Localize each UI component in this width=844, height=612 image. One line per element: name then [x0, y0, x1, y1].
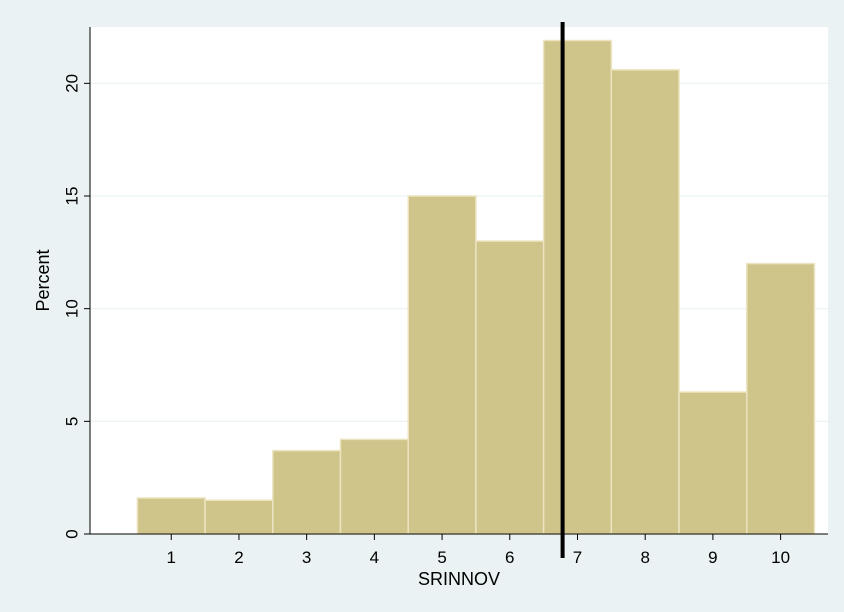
x-tick-label: 5 — [437, 548, 446, 567]
y-tick-label: 10 — [62, 299, 81, 318]
x-tick-label: 3 — [302, 548, 311, 567]
x-tick-label: 6 — [505, 548, 514, 567]
y-tick-label: 0 — [62, 529, 81, 538]
x-tick-label: 8 — [640, 548, 649, 567]
axes — [89, 27, 828, 535]
histogram-bar — [136, 497, 206, 535]
histogram-bar — [272, 449, 342, 535]
x-tick-labels: 1 2 3 4 5 6 7 8 9 10 — [167, 534, 790, 567]
y-axis-title: Percent — [33, 249, 53, 311]
x-tick-label: 2 — [234, 548, 243, 567]
x-tick-label: 9 — [708, 548, 717, 567]
y-tick-label: 20 — [62, 74, 81, 93]
y-tick-label: 5 — [62, 417, 81, 426]
histogram-bar — [542, 39, 613, 535]
histogram-bar — [407, 195, 477, 535]
bars — [136, 39, 816, 535]
x-tick-label: 7 — [573, 548, 582, 567]
y-tick-label: 15 — [62, 187, 81, 206]
x-axis-title: SRINNOV — [418, 569, 500, 589]
histogram-bar — [610, 69, 680, 535]
histogram-bar — [339, 438, 409, 535]
histogram-bar — [678, 391, 748, 535]
y-tick-labels: 0 5 10 15 20 — [62, 74, 90, 539]
histogram-bar — [746, 262, 816, 535]
histogram-bar — [204, 499, 274, 535]
x-tick-label: 4 — [370, 548, 379, 567]
x-tick-label: 1 — [167, 548, 176, 567]
x-tick-label: 10 — [771, 548, 790, 567]
histogram-bar — [475, 240, 545, 535]
